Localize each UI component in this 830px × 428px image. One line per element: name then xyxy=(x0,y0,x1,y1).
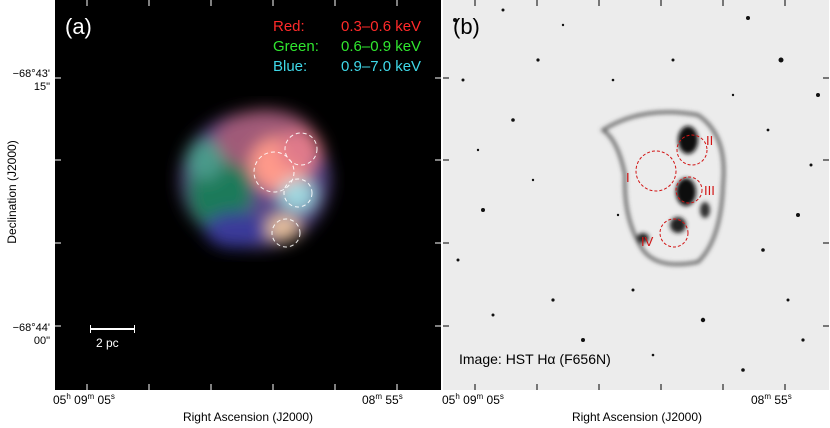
ra-minutes: 08 xyxy=(362,393,376,407)
x-tick-label-left-a: 05h 09m 05s xyxy=(53,392,115,407)
x-tick-label-right-a: 08m 55s xyxy=(362,392,403,407)
x-tick-label-right-b: 08m 55s xyxy=(751,392,792,407)
ra-hours-unit: h xyxy=(66,392,71,401)
x-tick-label-left-b: 05h 09m 05s xyxy=(442,392,504,407)
region-circle-iii xyxy=(283,178,313,208)
legend-key: Green: xyxy=(273,38,319,55)
region-label-i: I xyxy=(626,170,630,185)
region-circle-iii xyxy=(675,176,703,204)
y-tick-sec: 00" xyxy=(33,335,50,347)
legend-value: 0.3–0.6 keV xyxy=(341,18,422,35)
ra-minutes: 09 xyxy=(74,393,88,407)
y-tick-sec: 15" xyxy=(33,81,50,93)
region-circle-i xyxy=(253,151,295,193)
halpha-image-panel: (b) I II III IV Image: HST Hα (F656N) xyxy=(443,0,829,390)
nebula-shell xyxy=(600,110,726,266)
ra-seconds: 55 xyxy=(774,393,788,407)
ra-seconds: 55 xyxy=(385,393,399,407)
ra-seconds-unit: s xyxy=(787,392,792,401)
ra-minutes-unit: m xyxy=(375,392,383,401)
star-field xyxy=(453,8,820,372)
ra-hours: 05 xyxy=(53,393,67,407)
legend-green: Green: 0.6–0.9 keV xyxy=(273,38,421,55)
ra-seconds-unit: s xyxy=(110,392,115,401)
x-axis-label-b: Right Ascension (J2000) xyxy=(571,410,703,424)
ra-seconds-unit: s xyxy=(398,392,403,401)
y-tick-label-upper: −68°43' 15" xyxy=(2,68,50,94)
y-tick-label-lower: −68°44' 00" xyxy=(2,322,50,348)
ra-minutes-unit: m xyxy=(476,392,484,401)
region-circles xyxy=(635,134,708,248)
legend-blue: Blue: 0.9–7.0 keV xyxy=(273,58,421,75)
region-circle-ii xyxy=(676,134,708,166)
ra-hours: 05 xyxy=(442,393,456,407)
region-circle-i xyxy=(635,150,677,192)
region-label-iv: IV xyxy=(641,234,654,249)
x-axis-label-a: Right Ascension (J2000) xyxy=(182,410,314,424)
ra-minutes: 09 xyxy=(463,393,477,407)
ra-minutes: 08 xyxy=(751,393,765,407)
panel-a-label: (a) xyxy=(65,14,92,39)
region-circle-ii xyxy=(284,132,318,166)
region-circle-iv xyxy=(659,218,689,248)
legend-key: Red: xyxy=(273,18,305,35)
ra-seconds: 05 xyxy=(486,393,500,407)
ra-hours-unit: h xyxy=(455,392,460,401)
region-label-iii: III xyxy=(704,183,715,198)
xray-image-panel: (a) Red: 0.3–0.6 keV Green: 0.6–0.9 keV Bl… xyxy=(55,0,441,390)
region-circle-iv xyxy=(271,218,301,248)
panel-b-label: (b) xyxy=(453,14,480,39)
legend-red: Red: 0.3–0.6 keV xyxy=(273,18,421,35)
region-label-ii: II xyxy=(706,133,714,148)
legend-key: Blue: xyxy=(273,58,308,75)
xray-remnant-image xyxy=(55,0,441,390)
y-tick-deg: −68°43' xyxy=(12,68,50,80)
ra-minutes-unit: m xyxy=(87,392,95,401)
y-axis-label: Declination (J2000) xyxy=(5,140,19,244)
halpha-image xyxy=(443,0,829,390)
ra-seconds-unit: s xyxy=(499,392,504,401)
scale-bar-label: 2 pc xyxy=(96,336,119,350)
legend-value: 0.6–0.9 keV xyxy=(341,38,422,55)
ra-minutes-unit: m xyxy=(764,392,772,401)
y-tick-deg: −68°44' xyxy=(12,322,50,334)
legend-value: 0.9–7.0 keV xyxy=(341,58,422,75)
image-credit: Image: HST Hα (F656N) xyxy=(459,351,611,367)
scale-bar xyxy=(90,325,135,333)
ra-seconds: 05 xyxy=(97,393,111,407)
